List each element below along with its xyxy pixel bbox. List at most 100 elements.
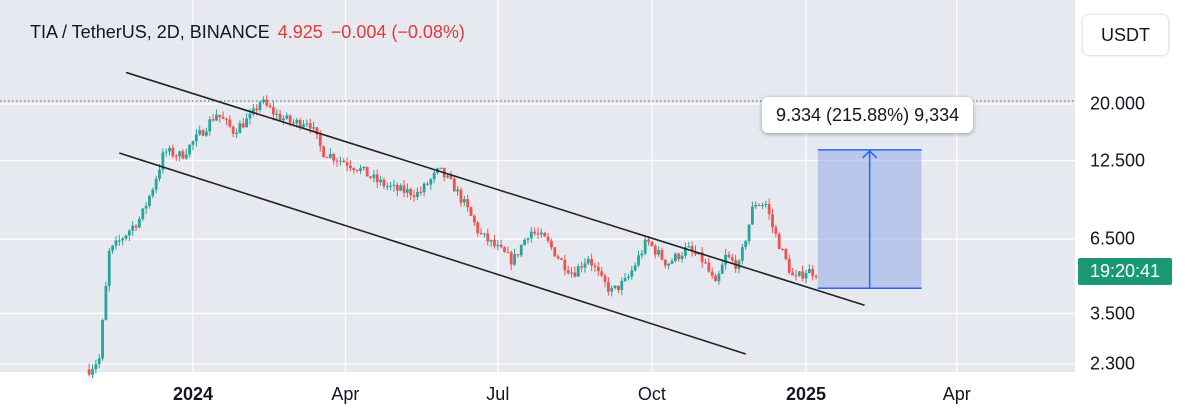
candle-body (292, 122, 295, 124)
candle-body (640, 253, 644, 256)
candle-body (536, 233, 540, 235)
candle-body (241, 123, 245, 128)
candle-body (566, 270, 570, 274)
candle-body (375, 174, 379, 183)
candle-body (405, 189, 409, 193)
candle-body (479, 233, 483, 235)
candle-body (87, 369, 91, 375)
candle-body (449, 175, 453, 179)
candle-body (151, 189, 155, 196)
candle-body (349, 165, 352, 169)
candle-body (399, 185, 403, 191)
channel-trend-line (125, 71, 865, 306)
currency-button[interactable]: USDT (1083, 15, 1168, 55)
candle-body (127, 230, 131, 236)
candle-body (714, 275, 717, 282)
candle-body (563, 259, 567, 271)
candle-body (305, 123, 309, 125)
candle-body (513, 254, 516, 265)
candle-body (647, 239, 650, 242)
candle-body (379, 179, 382, 183)
candle-body (466, 199, 470, 208)
candle-body (362, 166, 366, 169)
price-tick-label: 2.300 (1090, 353, 1136, 374)
candle-body (412, 195, 416, 197)
candle-body (369, 176, 372, 178)
candle-body (258, 102, 262, 111)
candle-body (529, 231, 533, 239)
candle-body (573, 272, 577, 277)
candle-body (402, 185, 406, 193)
candle-body (228, 119, 232, 127)
candle-body (409, 189, 413, 196)
candle-body (452, 178, 456, 192)
time-tick-label: Oct (637, 384, 666, 404)
candle-body (814, 276, 818, 278)
candle-body (657, 250, 661, 255)
candle-body (148, 195, 151, 207)
candle-body (650, 241, 654, 246)
candle-body (285, 115, 289, 119)
candle-body (124, 235, 128, 239)
candle-body (419, 191, 423, 193)
candle-body (710, 271, 714, 276)
candle-body (365, 166, 369, 177)
candle-body (104, 285, 108, 321)
candle-body (606, 282, 610, 292)
candle-body (154, 178, 158, 190)
candle-body (248, 113, 252, 119)
candle-body (730, 257, 734, 261)
candle-body (439, 167, 443, 169)
candle-body (235, 133, 238, 135)
candle-body (797, 271, 801, 276)
candle-body (422, 183, 426, 193)
candle-body (546, 236, 550, 241)
measure-label: 9.334 (215.88%) 9,334 (762, 97, 974, 133)
candle-body (751, 206, 754, 225)
candle-body (355, 169, 359, 171)
candle-body (499, 244, 503, 248)
candle-body (315, 127, 319, 135)
measure-arrow-head (862, 149, 878, 159)
candle-body (747, 224, 751, 242)
candle-body (372, 174, 376, 178)
candle-body (191, 141, 195, 145)
candle-body (576, 266, 580, 277)
candle-body (389, 185, 393, 187)
candle-body (519, 245, 523, 256)
candle-body (121, 238, 125, 241)
price-change: −0.004 (−0.08%) (330, 22, 465, 42)
candle-body (107, 250, 111, 286)
candle-body (754, 204, 758, 207)
candle-body (261, 99, 265, 103)
candle-body (550, 240, 553, 248)
candle-body (777, 233, 781, 249)
candle-body (318, 134, 322, 147)
candle-body (687, 246, 691, 248)
candle-body (781, 248, 784, 250)
time-tick-label: Apr (331, 384, 360, 404)
candle-body (302, 124, 305, 128)
candle-body (804, 273, 808, 279)
candle-body (131, 225, 135, 231)
candle-body (523, 239, 527, 246)
candle-body (469, 207, 473, 216)
candle-body (744, 241, 748, 248)
price-tick-label: 20.000 (1090, 93, 1146, 114)
candle-body (168, 147, 171, 152)
candle-body (385, 186, 389, 188)
candle-body (181, 151, 185, 159)
candle-body (97, 358, 101, 365)
candle-body (724, 254, 728, 265)
candle-body (359, 168, 362, 171)
candle-body (643, 239, 647, 254)
time-tick-label: Jul (486, 384, 510, 404)
candle-body (670, 260, 674, 264)
candle-body (539, 232, 543, 235)
price-tick-label: 3.500 (1090, 303, 1136, 324)
candle-body (613, 285, 617, 289)
candle-body (509, 252, 513, 265)
candle-body (603, 275, 607, 283)
